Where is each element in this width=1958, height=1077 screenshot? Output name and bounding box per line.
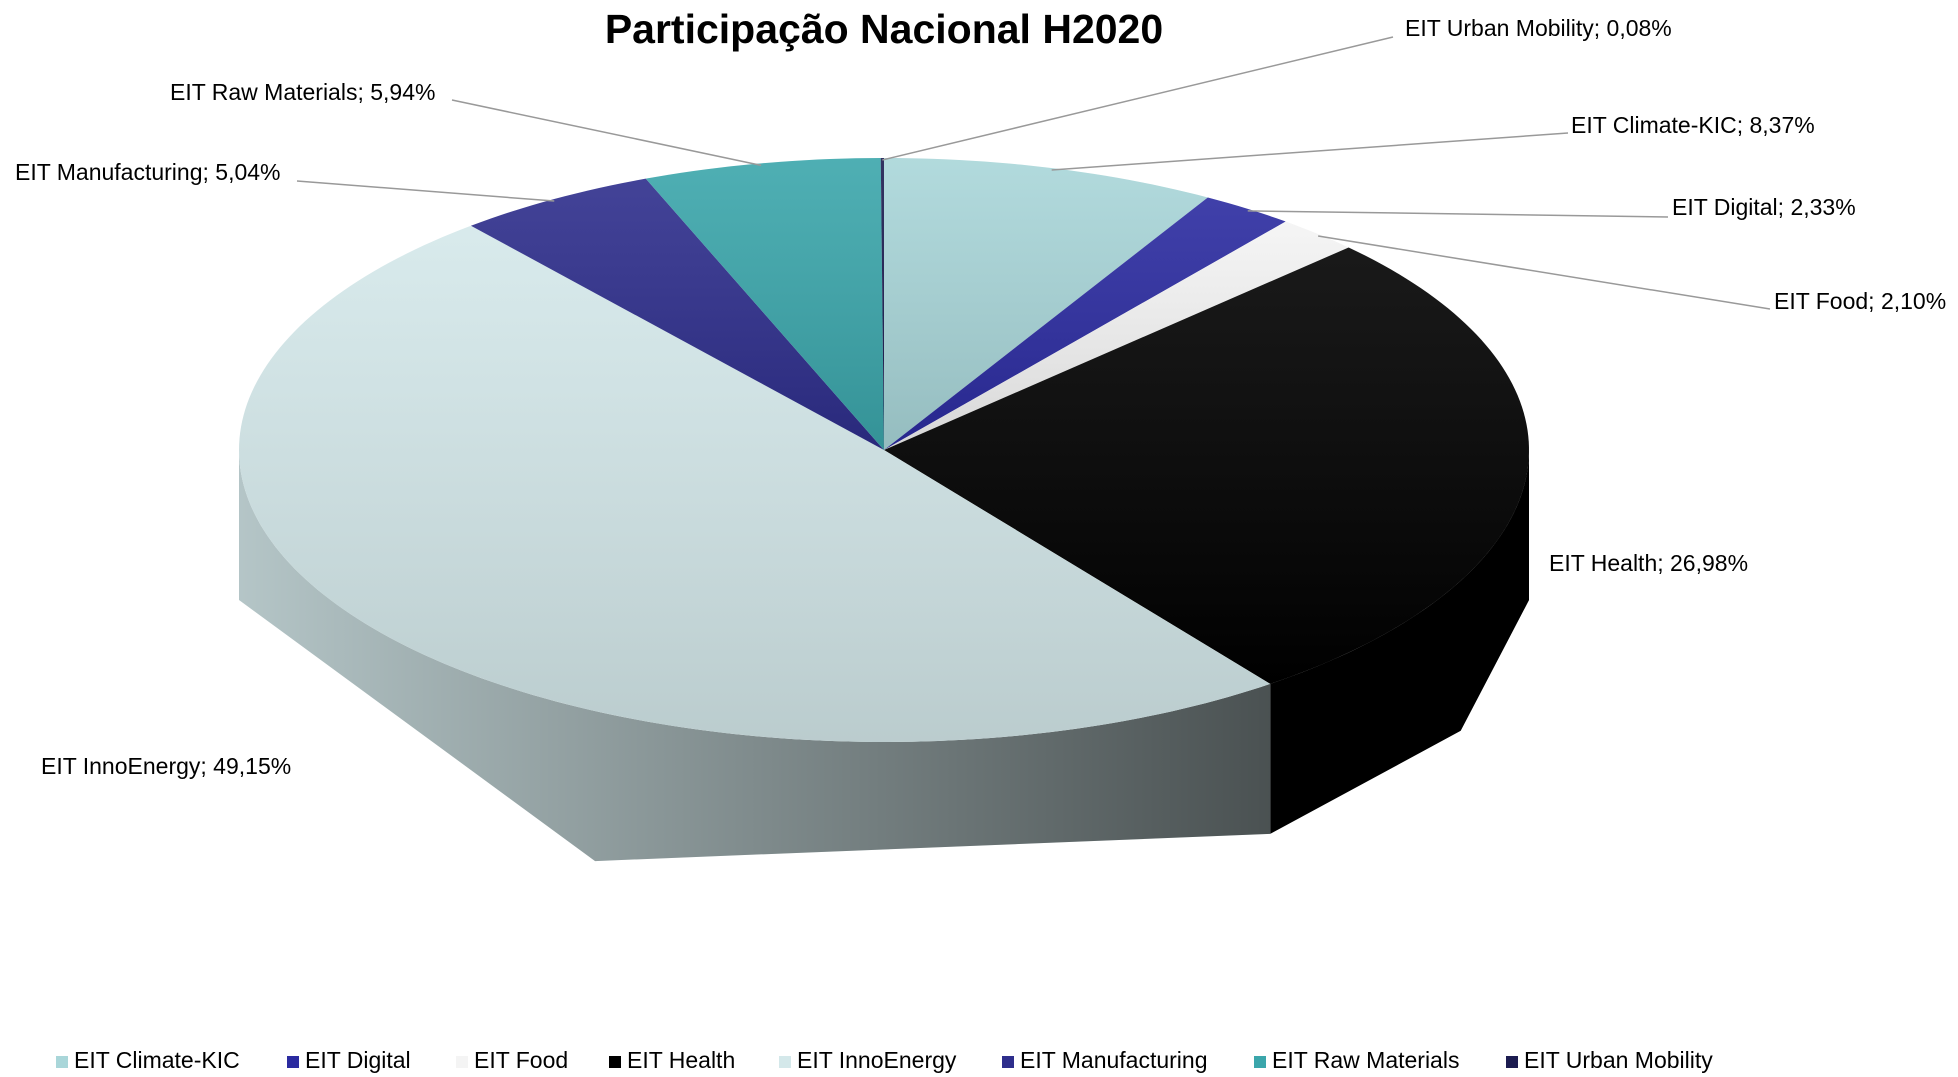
leader-line bbox=[1051, 132, 1569, 171]
pie-slice-shade bbox=[884, 197, 1286, 450]
legend-swatch bbox=[609, 1056, 621, 1068]
data-label: EIT Urban Mobility; 0,08% bbox=[1405, 15, 1672, 41]
pie-slice-shade bbox=[884, 158, 1208, 450]
leader-line bbox=[451, 99, 762, 167]
data-label: EIT Climate-KIC; 8,37% bbox=[1571, 112, 1815, 138]
leader-line bbox=[882, 36, 1394, 161]
data-label: EIT InnoEnergy; 49,15% bbox=[41, 753, 291, 779]
data-label: EIT Food; 2,10% bbox=[1774, 288, 1946, 314]
legend-swatch bbox=[1254, 1056, 1266, 1068]
leader-line bbox=[1318, 235, 1771, 310]
pie-side-shade bbox=[239, 450, 1271, 862]
legend-swatch bbox=[56, 1056, 68, 1068]
pie-slice-shade bbox=[884, 221, 1349, 450]
legend-swatch bbox=[1506, 1056, 1518, 1068]
leader-line bbox=[1247, 210, 1669, 218]
pie-slice-shade bbox=[880, 158, 884, 450]
legend-label: EIT Climate-KIC bbox=[74, 1047, 240, 1073]
pie-side-shade bbox=[1270, 450, 1529, 834]
legend-label: EIT Manufacturing bbox=[1020, 1047, 1208, 1073]
leader-line bbox=[296, 180, 555, 202]
legend-swatch bbox=[456, 1056, 468, 1068]
legend-label: EIT InnoEnergy bbox=[797, 1047, 957, 1073]
pie-slice-shade bbox=[470, 178, 884, 450]
pie-slice-shade bbox=[884, 247, 1529, 684]
data-label: EIT Raw Materials; 5,94% bbox=[170, 79, 435, 105]
legend-label: EIT Health bbox=[627, 1047, 735, 1073]
legend-swatch bbox=[287, 1056, 299, 1068]
legend-swatch bbox=[779, 1056, 791, 1068]
legend-label: EIT Raw Materials bbox=[1272, 1047, 1459, 1073]
legend-label: EIT Food bbox=[474, 1047, 568, 1073]
pie-slice-shade bbox=[239, 225, 1271, 742]
data-label: EIT Manufacturing; 5,04% bbox=[15, 159, 281, 185]
pie-slice-shade bbox=[645, 158, 884, 450]
data-label: EIT Digital; 2,33% bbox=[1672, 194, 1856, 220]
chart-title: Participação Nacional H2020 bbox=[605, 6, 1163, 52]
data-label: EIT Health; 26,98% bbox=[1549, 550, 1748, 576]
legend-swatch bbox=[1002, 1056, 1014, 1068]
legend-label: EIT Urban Mobility bbox=[1524, 1047, 1713, 1073]
legend-label: EIT Digital bbox=[305, 1047, 411, 1073]
